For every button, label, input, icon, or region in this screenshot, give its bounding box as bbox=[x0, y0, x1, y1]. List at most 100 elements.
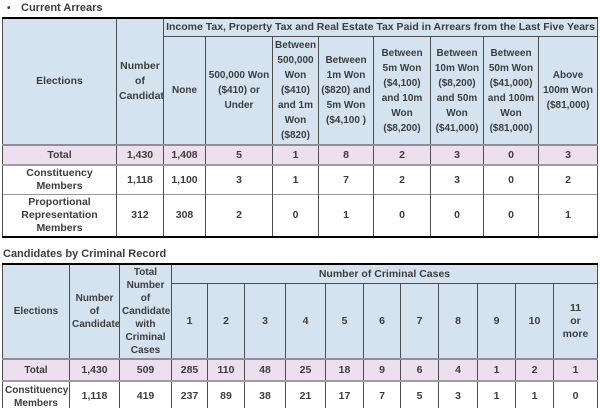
header-cell: Between 50m Won ($41,000) and 100m Won (… bbox=[483, 36, 539, 145]
data-cell: 48 bbox=[244, 359, 286, 382]
row-label-cell: Proportional Representation Members bbox=[2, 194, 117, 237]
header-cell: 7 bbox=[400, 283, 439, 359]
row-label-cell: Total bbox=[2, 359, 70, 382]
header-cell: 10 bbox=[515, 283, 554, 359]
data-cell: 21 bbox=[285, 381, 326, 408]
data-cell: 7 bbox=[318, 165, 374, 195]
data-cell: 1,100 bbox=[163, 165, 206, 195]
header-cell: 3 bbox=[244, 283, 286, 359]
data-cell: 3 bbox=[205, 165, 273, 195]
header-cell: Between 5m Won ($4,100) and 10m Won ($8,… bbox=[373, 36, 431, 145]
data-cell: 1 bbox=[553, 359, 598, 382]
data-cell: 1,430 bbox=[69, 359, 120, 382]
data-cell: 2 bbox=[205, 194, 273, 237]
data-cell: 38 bbox=[244, 381, 286, 408]
data-cell: 237 bbox=[171, 381, 208, 408]
data-cell: 89 bbox=[207, 381, 245, 408]
header-cell: Number of Candidates bbox=[116, 18, 164, 145]
data-cell: 308 bbox=[163, 194, 206, 237]
section-title-text: Candidates by Criminal Record bbox=[3, 248, 167, 260]
data-cell: 1,430 bbox=[116, 145, 164, 166]
row-label-cell: Constituency Members bbox=[2, 165, 117, 195]
header-cell: 9 bbox=[477, 283, 516, 359]
data-cell: 7 bbox=[363, 381, 401, 408]
data-cell: 0 bbox=[553, 381, 598, 408]
data-cell: 2 bbox=[515, 359, 554, 382]
header-cell: Elections bbox=[2, 264, 70, 359]
data-cell: 1 bbox=[318, 194, 374, 237]
table-row: Proportional Representation Members 312 30… bbox=[2, 194, 599, 237]
data-cell: 1 bbox=[477, 359, 516, 382]
data-cell: 0 bbox=[272, 194, 319, 237]
table-row: Constituency Members 1,118 1,100 3 1 7 2 3 0 2 bbox=[2, 165, 599, 195]
data-cell: 1 bbox=[272, 165, 319, 195]
header-cell: 11 or more bbox=[553, 283, 598, 359]
data-cell: 0 bbox=[373, 194, 431, 237]
table-row: Constituency Members 1,118 419 237 89 38 21 17 7… bbox=[2, 381, 598, 408]
data-cell: 1,118 bbox=[116, 165, 164, 195]
header-cell: 4 bbox=[285, 283, 326, 359]
section-title-current-arrears: • Current Arrears bbox=[2, 2, 598, 15]
data-cell: 4 bbox=[438, 359, 478, 382]
header-cell: Between 1m Won ($820) and 5m Won ($4,100… bbox=[318, 36, 374, 145]
header-cell: Above 100m Won ($81,000) bbox=[537, 36, 599, 145]
header-cell: Elections bbox=[2, 18, 117, 145]
data-cell: 3 bbox=[430, 165, 484, 195]
data-cell: 5 bbox=[400, 381, 439, 408]
data-cell: 6 bbox=[400, 359, 439, 382]
header-cell: 1 bbox=[171, 283, 208, 359]
data-cell: 17 bbox=[325, 381, 364, 408]
table-row: Total 1,430 509 285 110 48 25 18 9 6 4 1 2 1 bbox=[2, 359, 598, 382]
data-cell: 2 bbox=[373, 165, 431, 195]
header-cell: Number of Candidates bbox=[69, 264, 120, 359]
header-group-cell: Number of Criminal Cases bbox=[171, 264, 598, 284]
data-cell: 2 bbox=[537, 165, 599, 195]
data-cell: 3 bbox=[438, 381, 478, 408]
data-cell: 8 bbox=[318, 145, 374, 166]
row-label-cell: Total bbox=[2, 145, 117, 166]
data-cell: 312 bbox=[116, 194, 164, 237]
header-cell: 6 bbox=[363, 283, 401, 359]
data-cell: 285 bbox=[171, 359, 208, 382]
header-cell: 2 bbox=[207, 283, 245, 359]
data-cell: 3 bbox=[430, 145, 484, 166]
section-gap bbox=[2, 238, 598, 248]
header-group-cell: Income Tax, Property Tax and Real Estate… bbox=[162, 18, 599, 37]
data-cell: 1 bbox=[537, 194, 599, 237]
data-cell: 1,118 bbox=[69, 381, 120, 408]
data-cell: 3 bbox=[537, 145, 599, 166]
data-cell: 1,408 bbox=[163, 145, 206, 166]
data-cell: 1 bbox=[477, 381, 516, 408]
section-title-text: Current Arrears bbox=[21, 2, 103, 14]
header-cell: None bbox=[163, 36, 206, 145]
data-cell: 5 bbox=[205, 145, 273, 166]
row-label-cell: Constituency Members bbox=[2, 381, 70, 408]
header-cell: Between 10m Won ($8,200) and 50m Won ($4… bbox=[430, 36, 484, 145]
header-subrow: None 500,000 Won ($410) or Under Between 5… bbox=[3, 36, 599, 145]
header-subrow: 1 2 3 4 5 6 7 8 9 10 11 or more bbox=[3, 283, 598, 359]
data-cell: 1 bbox=[272, 145, 319, 166]
bullet-icon: • bbox=[7, 3, 11, 14]
header-cell: Total Number of Candidates with Criminal… bbox=[119, 264, 172, 359]
data-cell: 25 bbox=[285, 359, 326, 382]
data-cell: 509 bbox=[119, 359, 172, 382]
header-cell: 500,000 Won ($410) or Under bbox=[205, 36, 273, 145]
data-cell: 0 bbox=[483, 194, 539, 237]
header-cell: Between 500,000 Won ($410) and 1m Won ($… bbox=[272, 36, 319, 145]
data-cell: 0 bbox=[483, 145, 539, 166]
header-cell: 8 bbox=[438, 283, 478, 359]
table-row: Total 1,430 1,408 5 1 8 2 3 0 3 bbox=[2, 145, 599, 166]
data-cell: 1 bbox=[515, 381, 554, 408]
section-title-criminal-record: Candidates by Criminal Record bbox=[2, 248, 598, 261]
data-cell: 0 bbox=[483, 165, 539, 195]
data-cell: 18 bbox=[325, 359, 364, 382]
data-cell: 2 bbox=[373, 145, 431, 166]
data-cell: 9 bbox=[363, 359, 401, 382]
header-cell: 5 bbox=[325, 283, 364, 359]
data-cell: 110 bbox=[207, 359, 245, 382]
